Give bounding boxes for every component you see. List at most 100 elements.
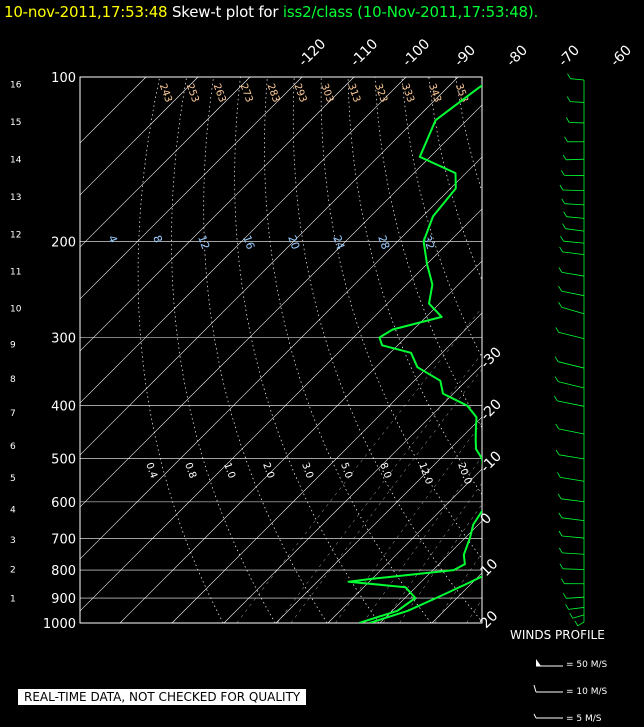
wind-barb-flag — [558, 512, 563, 519]
theta-label-group: 253 — [184, 82, 201, 104]
wind-barb-flag — [553, 395, 558, 402]
isotherm-line — [275, 416, 482, 623]
temp-tick-label-right: 20 — [478, 608, 502, 632]
wind-barb-flag — [554, 376, 559, 382]
mixing-ratio-label-upper: 4 — [105, 234, 120, 245]
mr-label-group: 0.8 — [182, 461, 198, 480]
mr-label-group: 3.0 — [299, 461, 315, 480]
temp-label-group: -100 — [400, 36, 434, 70]
theta-label: 333 — [399, 82, 416, 104]
wind-barb-flag — [561, 578, 565, 584]
dry-adiabat-line — [401, 77, 482, 358]
theta-label: 283 — [265, 82, 282, 104]
wind-barb-flag — [554, 356, 559, 362]
wind-barb — [563, 240, 585, 244]
temp-label-group: -90 — [452, 42, 479, 69]
height-tick-label: 15 — [10, 118, 21, 128]
theta-label-group: 333 — [399, 82, 416, 104]
wind-barb — [562, 251, 585, 256]
dry-adiabat-line — [617, 77, 644, 623]
isotherm-line — [431, 572, 482, 623]
mr-label-group: 20.0 — [455, 461, 473, 486]
mixing-ratio-label-upper: 20 — [285, 234, 302, 252]
isotherm-line — [640, 77, 644, 623]
wind-legend — [533, 659, 563, 719]
mixing-ratio-label-lower: 20.0 — [455, 461, 473, 486]
mixing-ratio-line — [277, 352, 482, 623]
isotherm-line — [171, 312, 482, 623]
isotherm-line — [80, 77, 251, 248]
isotherm-line — [588, 77, 644, 623]
mixing-ratio-label-lower: 1.0 — [221, 461, 237, 480]
height-tick-label: 3 — [10, 536, 16, 546]
dry-adiabat-line — [234, 77, 380, 623]
mr-label-group: 20 — [285, 234, 302, 252]
page-title: 10-nov-2011,17:53:48 Skew-t plot for iss… — [4, 3, 538, 21]
isotherm-line — [80, 208, 482, 612]
grid-lines — [80, 77, 644, 623]
title-plot-label: Skew-t plot for — [171, 3, 279, 21]
wind-barb — [562, 552, 585, 555]
isotherm-line — [536, 77, 644, 623]
mixing-ratio-line — [290, 368, 482, 623]
height-tick-label: 16 — [10, 81, 22, 91]
wind-barb-flag — [562, 223, 566, 229]
legend-label-5: = 5 M/S — [566, 714, 602, 724]
mixing-ratio-line — [490, 77, 644, 623]
temp-tick-label-top: -70 — [556, 42, 583, 69]
theta-label: 263 — [211, 82, 228, 104]
mr-label-group: 24 — [330, 234, 347, 252]
mixing-ratio-label-upper: 8 — [150, 234, 165, 245]
wind-barb-flag — [555, 327, 560, 333]
dewpoint-trace — [347, 84, 482, 623]
mr-label-group: 28 — [375, 234, 392, 252]
wind-barb-flag — [557, 472, 561, 478]
mixing-ratio-label-upper: 12 — [195, 234, 212, 252]
height-tick-label: 5 — [10, 474, 16, 484]
legend-barb — [533, 713, 537, 719]
pressure-tick-label: 200 — [51, 235, 76, 250]
pressure-tick-label: 300 — [51, 332, 76, 347]
pressure-tick-label: 400 — [51, 400, 76, 415]
height-tick-label: 1 — [10, 595, 16, 605]
mr-label-group: 0.4 — [143, 461, 159, 480]
temp-label-group: 20 — [478, 608, 502, 632]
mixing-ratio-label-lower: 0.8 — [182, 461, 198, 480]
pressure-tick-label: 900 — [51, 592, 76, 607]
wind-barb — [562, 568, 585, 570]
title-timestamp: 10-nov-2011,17:53:48 — [4, 3, 168, 21]
temp-tick-label-top: -100 — [400, 36, 434, 70]
wind-barb — [561, 306, 585, 315]
wind-barb-flag — [560, 235, 564, 242]
wind-barb — [568, 607, 585, 610]
wind-barb — [570, 78, 585, 81]
dry-adiabat-line — [563, 77, 644, 623]
wind-barb — [560, 477, 585, 482]
legend-label-50: = 50 M/S — [566, 660, 608, 670]
mr-label-group: 16 — [240, 234, 257, 252]
dry-adiabat-line — [374, 77, 482, 429]
wind-barb — [564, 203, 585, 206]
isotherm-line — [223, 364, 482, 623]
temp-label-group: -110 — [348, 36, 382, 70]
winds-profile-title: WINDS PROFILE — [510, 628, 605, 642]
height-tick-label: 12 — [10, 230, 21, 240]
theta-label: 243 — [157, 82, 174, 104]
mixing-ratio-label-upper: 32 — [420, 234, 437, 252]
mixing-ratio-label-lower: 12.0 — [416, 461, 434, 486]
height-tick-label: 8 — [10, 375, 16, 385]
wind-barb — [558, 381, 585, 389]
wind-barb-flag — [567, 73, 571, 79]
isotherm-line — [484, 77, 644, 623]
wind-barb — [561, 535, 585, 539]
wind-barb-flag — [565, 604, 569, 610]
mixing-ratio-line — [509, 77, 644, 623]
isotherm-line — [80, 156, 482, 560]
wind-barb-flag — [558, 547, 563, 554]
quality-note: REAL-TIME DATA, NOT CHECKED FOR QUALITY — [18, 689, 307, 705]
temp-tick-label-top: -60 — [608, 42, 635, 69]
mixing-ratio-label-upper: 16 — [240, 234, 257, 252]
wind-barb-flag — [569, 612, 574, 619]
legend-barb — [533, 684, 537, 693]
wind-barb-flag — [564, 136, 568, 143]
